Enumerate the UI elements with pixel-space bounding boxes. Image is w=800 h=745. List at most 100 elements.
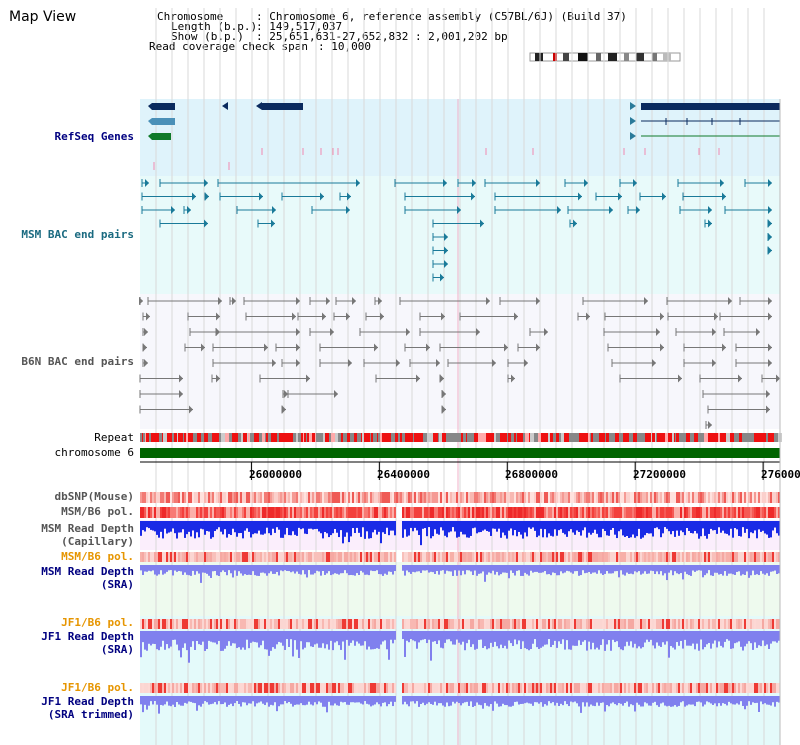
jf1-b6-pol-label[interactable]: JF1/B6 pol. (61, 616, 134, 629)
heat-cell (368, 492, 370, 503)
msm-depth-sra-label[interactable]: MSM Read Depth (41, 565, 134, 578)
refseq-genes-label[interactable]: RefSeq Genes (54, 130, 134, 143)
depth-bar (466, 565, 468, 571)
msm-b6-pol-label-2[interactable]: MSM/B6 pol. (61, 550, 134, 563)
depth-bar (762, 565, 764, 574)
heat-cell (620, 552, 622, 562)
heat-cell (588, 683, 590, 693)
repeat-track[interactable] (140, 433, 782, 442)
heat-cell (636, 507, 638, 518)
heat-cell (494, 552, 496, 562)
depth-bar (302, 521, 304, 529)
depth-bar (402, 521, 404, 538)
heat-cell (406, 552, 408, 562)
heat-cell (324, 619, 326, 629)
heat-cell (344, 683, 346, 693)
heat-cell (690, 683, 692, 693)
depth-bar (378, 696, 380, 705)
gene-feature (152, 133, 171, 140)
heat-cell (368, 683, 370, 693)
heat-cell (514, 683, 516, 693)
heat-cell (654, 552, 656, 562)
b6n-bac-label[interactable]: B6N BAC end pairs (21, 355, 134, 368)
heat-cell (708, 552, 710, 562)
jf1-depth-sra-label[interactable]: JF1 Read Depth (41, 630, 134, 643)
heat-cell (334, 619, 336, 629)
heat-cell (508, 619, 510, 629)
depth-bar (302, 631, 304, 650)
heat-cell (560, 619, 562, 629)
depth-bar (254, 696, 256, 707)
heat-cell (630, 619, 632, 629)
heat-cell (600, 619, 602, 629)
heat-cell (726, 492, 728, 503)
read-depth-tracks[interactable] (140, 521, 780, 714)
chromosome-bar[interactable] (140, 448, 780, 458)
b6n-bac-end-pairs-track[interactable] (139, 297, 780, 429)
repeat-block (201, 433, 204, 442)
repeat-block (250, 433, 253, 442)
repeat-block (613, 433, 615, 442)
repeat-block (591, 433, 593, 442)
depth-bar (468, 565, 470, 571)
depth-bar (384, 521, 386, 534)
heat-cell (158, 683, 160, 693)
dbsnp-track[interactable] (140, 492, 780, 503)
heat-cell (328, 507, 330, 518)
polymorphism-tracks[interactable] (140, 507, 780, 693)
dbsnp-label[interactable]: dbSNP(Mouse) (54, 490, 134, 503)
chromosome-ideogram[interactable] (529, 52, 681, 62)
depth-bar (760, 696, 762, 702)
heat-cell (690, 492, 692, 503)
depth-bar (534, 521, 536, 531)
depth-bar (432, 565, 434, 573)
jf1-b6-pol-label-2[interactable]: JF1/B6 pol. (61, 681, 134, 694)
depth-bar (432, 521, 434, 537)
depth-bar (354, 631, 356, 646)
heat-cell (360, 552, 362, 562)
depth-bar (486, 521, 488, 532)
heat-cell (442, 619, 444, 629)
heat-cell (156, 619, 158, 629)
heat-cell (598, 619, 600, 629)
depth-bar (738, 521, 740, 536)
heat-cell (270, 683, 272, 693)
bac-end-arrow (609, 206, 613, 214)
msm-b6-pol-label[interactable]: MSM/B6 pol. (61, 505, 134, 518)
heat-cell (504, 492, 506, 503)
msm-depth-cap-label[interactable]: MSM Read Depth (41, 522, 134, 535)
jf1-depth-trim-label[interactable]: JF1 Read Depth (41, 695, 134, 708)
depth-bar (556, 696, 558, 703)
repeat-block (542, 433, 545, 442)
msm-bac-label[interactable]: MSM BAC end pairs (21, 228, 134, 241)
refseq-genes-track[interactable] (148, 102, 780, 140)
depth-bar (252, 521, 254, 535)
repeat-block (610, 433, 612, 442)
heat-cell (478, 492, 480, 503)
heat-cell (160, 492, 162, 503)
repeat-block (186, 433, 187, 442)
heat-cell (574, 619, 576, 629)
depth-bar (392, 696, 394, 707)
heat-cell (774, 507, 776, 518)
bac-end-arrow (396, 359, 400, 367)
depth-bar (642, 521, 644, 538)
depth-bar (560, 565, 562, 572)
msm-bac-end-pairs-track[interactable] (141, 179, 772, 282)
bac-end-arrow (766, 390, 770, 398)
heat-cell (542, 507, 544, 518)
depth-bar (228, 565, 230, 571)
heat-cell (232, 619, 234, 629)
heat-cell (606, 552, 608, 562)
depth-bar (574, 565, 576, 572)
depth-bar (140, 521, 142, 536)
depth-bar (520, 521, 522, 535)
depth-bar (592, 696, 594, 706)
heat-cell (740, 683, 742, 693)
heat-cell (334, 683, 336, 693)
heat-cell (222, 507, 224, 518)
heat-cell (582, 507, 584, 518)
heat-cell (690, 619, 692, 629)
repeat-block (426, 433, 427, 442)
